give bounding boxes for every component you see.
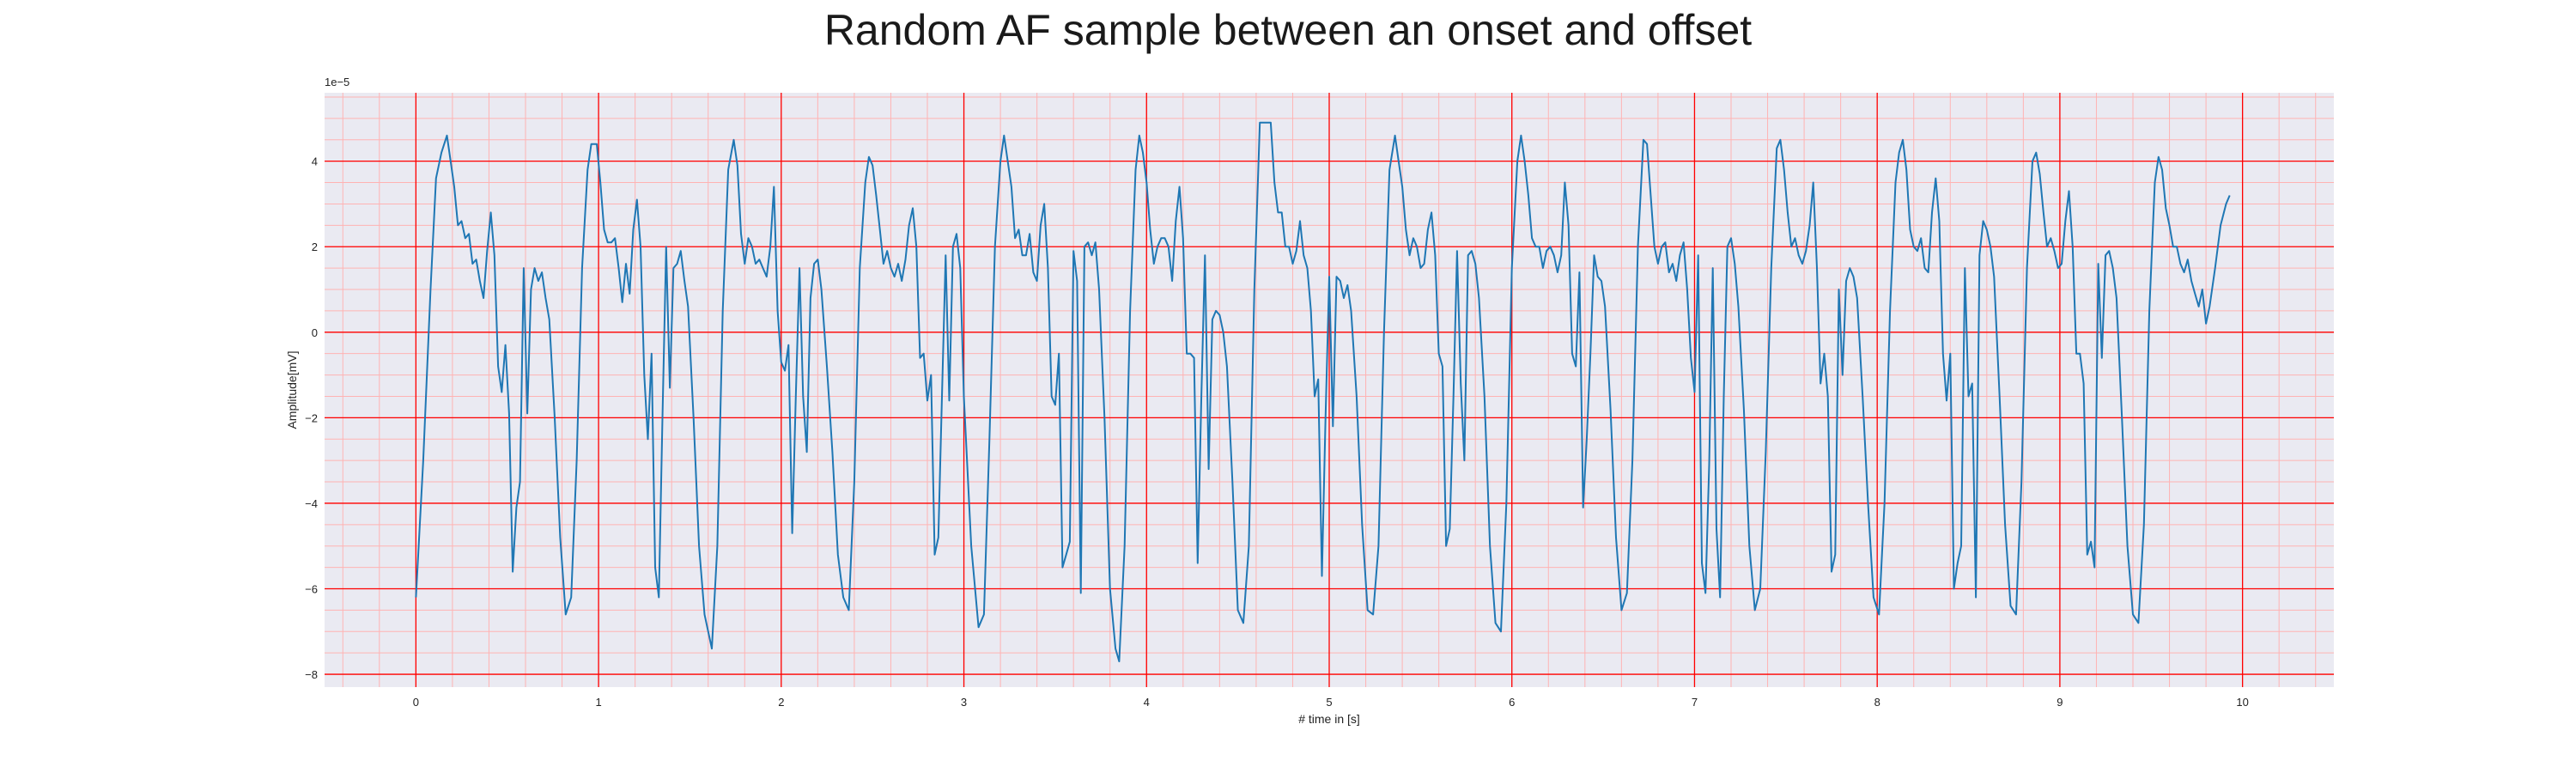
x-tick-labels: 0 1 2 3 4 5 6 7 8 9 10 (413, 696, 2249, 709)
x-axis-label: # time in [s] (1298, 712, 1360, 726)
x-tick-label: 4 (1144, 696, 1150, 709)
chart-title: Random AF sample between an onset and of… (823, 6, 1753, 54)
y-tick-labels: −8 −6 −4 −2 0 2 4 (305, 155, 318, 681)
major-grid (325, 93, 2334, 687)
x-tick-label: 10 (2236, 696, 2248, 709)
y-tick-label: 2 (312, 240, 318, 253)
x-tick-label: 5 (1326, 696, 1332, 709)
y-tick-label: 4 (312, 155, 318, 168)
series-line (415, 121, 2231, 663)
y-tick-label: −6 (305, 582, 318, 595)
y-tick-label: −4 (305, 497, 318, 510)
y-tick-label: 0 (312, 326, 318, 339)
y-tick-label: −2 (305, 411, 318, 424)
x-tick-label: 6 (1509, 696, 1515, 709)
x-tick-label: 9 (2057, 696, 2063, 709)
x-tick-label: 0 (413, 696, 419, 709)
x-tick-label: 2 (778, 696, 784, 709)
y-axis-label: Amplitude[mV] (285, 350, 299, 429)
x-tick-label: 7 (1692, 696, 1698, 709)
y-tick-label: −8 (305, 668, 318, 681)
x-tick-label: 8 (1874, 696, 1880, 709)
x-tick-label: 1 (595, 696, 601, 709)
x-tick-label: 3 (961, 696, 967, 709)
y-offset-text: 1e−5 (325, 76, 349, 88)
